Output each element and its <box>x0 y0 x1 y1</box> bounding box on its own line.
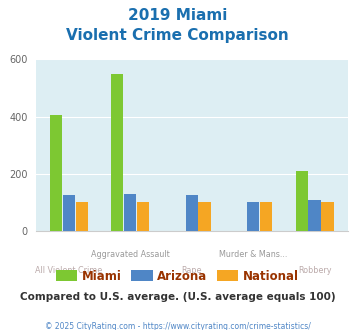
Text: Murder & Mans...: Murder & Mans... <box>219 250 287 259</box>
Bar <box>186 195 198 231</box>
Bar <box>260 202 272 231</box>
Text: 2019 Miami: 2019 Miami <box>128 8 227 23</box>
Bar <box>50 115 62 231</box>
Bar <box>76 202 88 231</box>
Text: All Violent Crime: All Violent Crime <box>35 266 102 275</box>
Bar <box>247 202 259 231</box>
Text: Compared to U.S. average. (U.S. average equals 100): Compared to U.S. average. (U.S. average … <box>20 292 335 302</box>
Text: © 2025 CityRating.com - https://www.cityrating.com/crime-statistics/: © 2025 CityRating.com - https://www.city… <box>45 322 310 330</box>
Text: Rape: Rape <box>181 266 202 275</box>
Text: Violent Crime Comparison: Violent Crime Comparison <box>66 28 289 43</box>
Bar <box>198 202 211 231</box>
Legend: Miami, Arizona, National: Miami, Arizona, National <box>51 265 304 287</box>
Bar <box>296 171 308 231</box>
Text: Robbery: Robbery <box>298 266 332 275</box>
Bar <box>137 202 149 231</box>
Bar <box>124 194 136 231</box>
Text: Aggravated Assault: Aggravated Assault <box>91 250 170 259</box>
Bar <box>308 200 321 231</box>
Bar <box>321 202 334 231</box>
Bar <box>111 74 124 231</box>
Bar <box>62 195 75 231</box>
